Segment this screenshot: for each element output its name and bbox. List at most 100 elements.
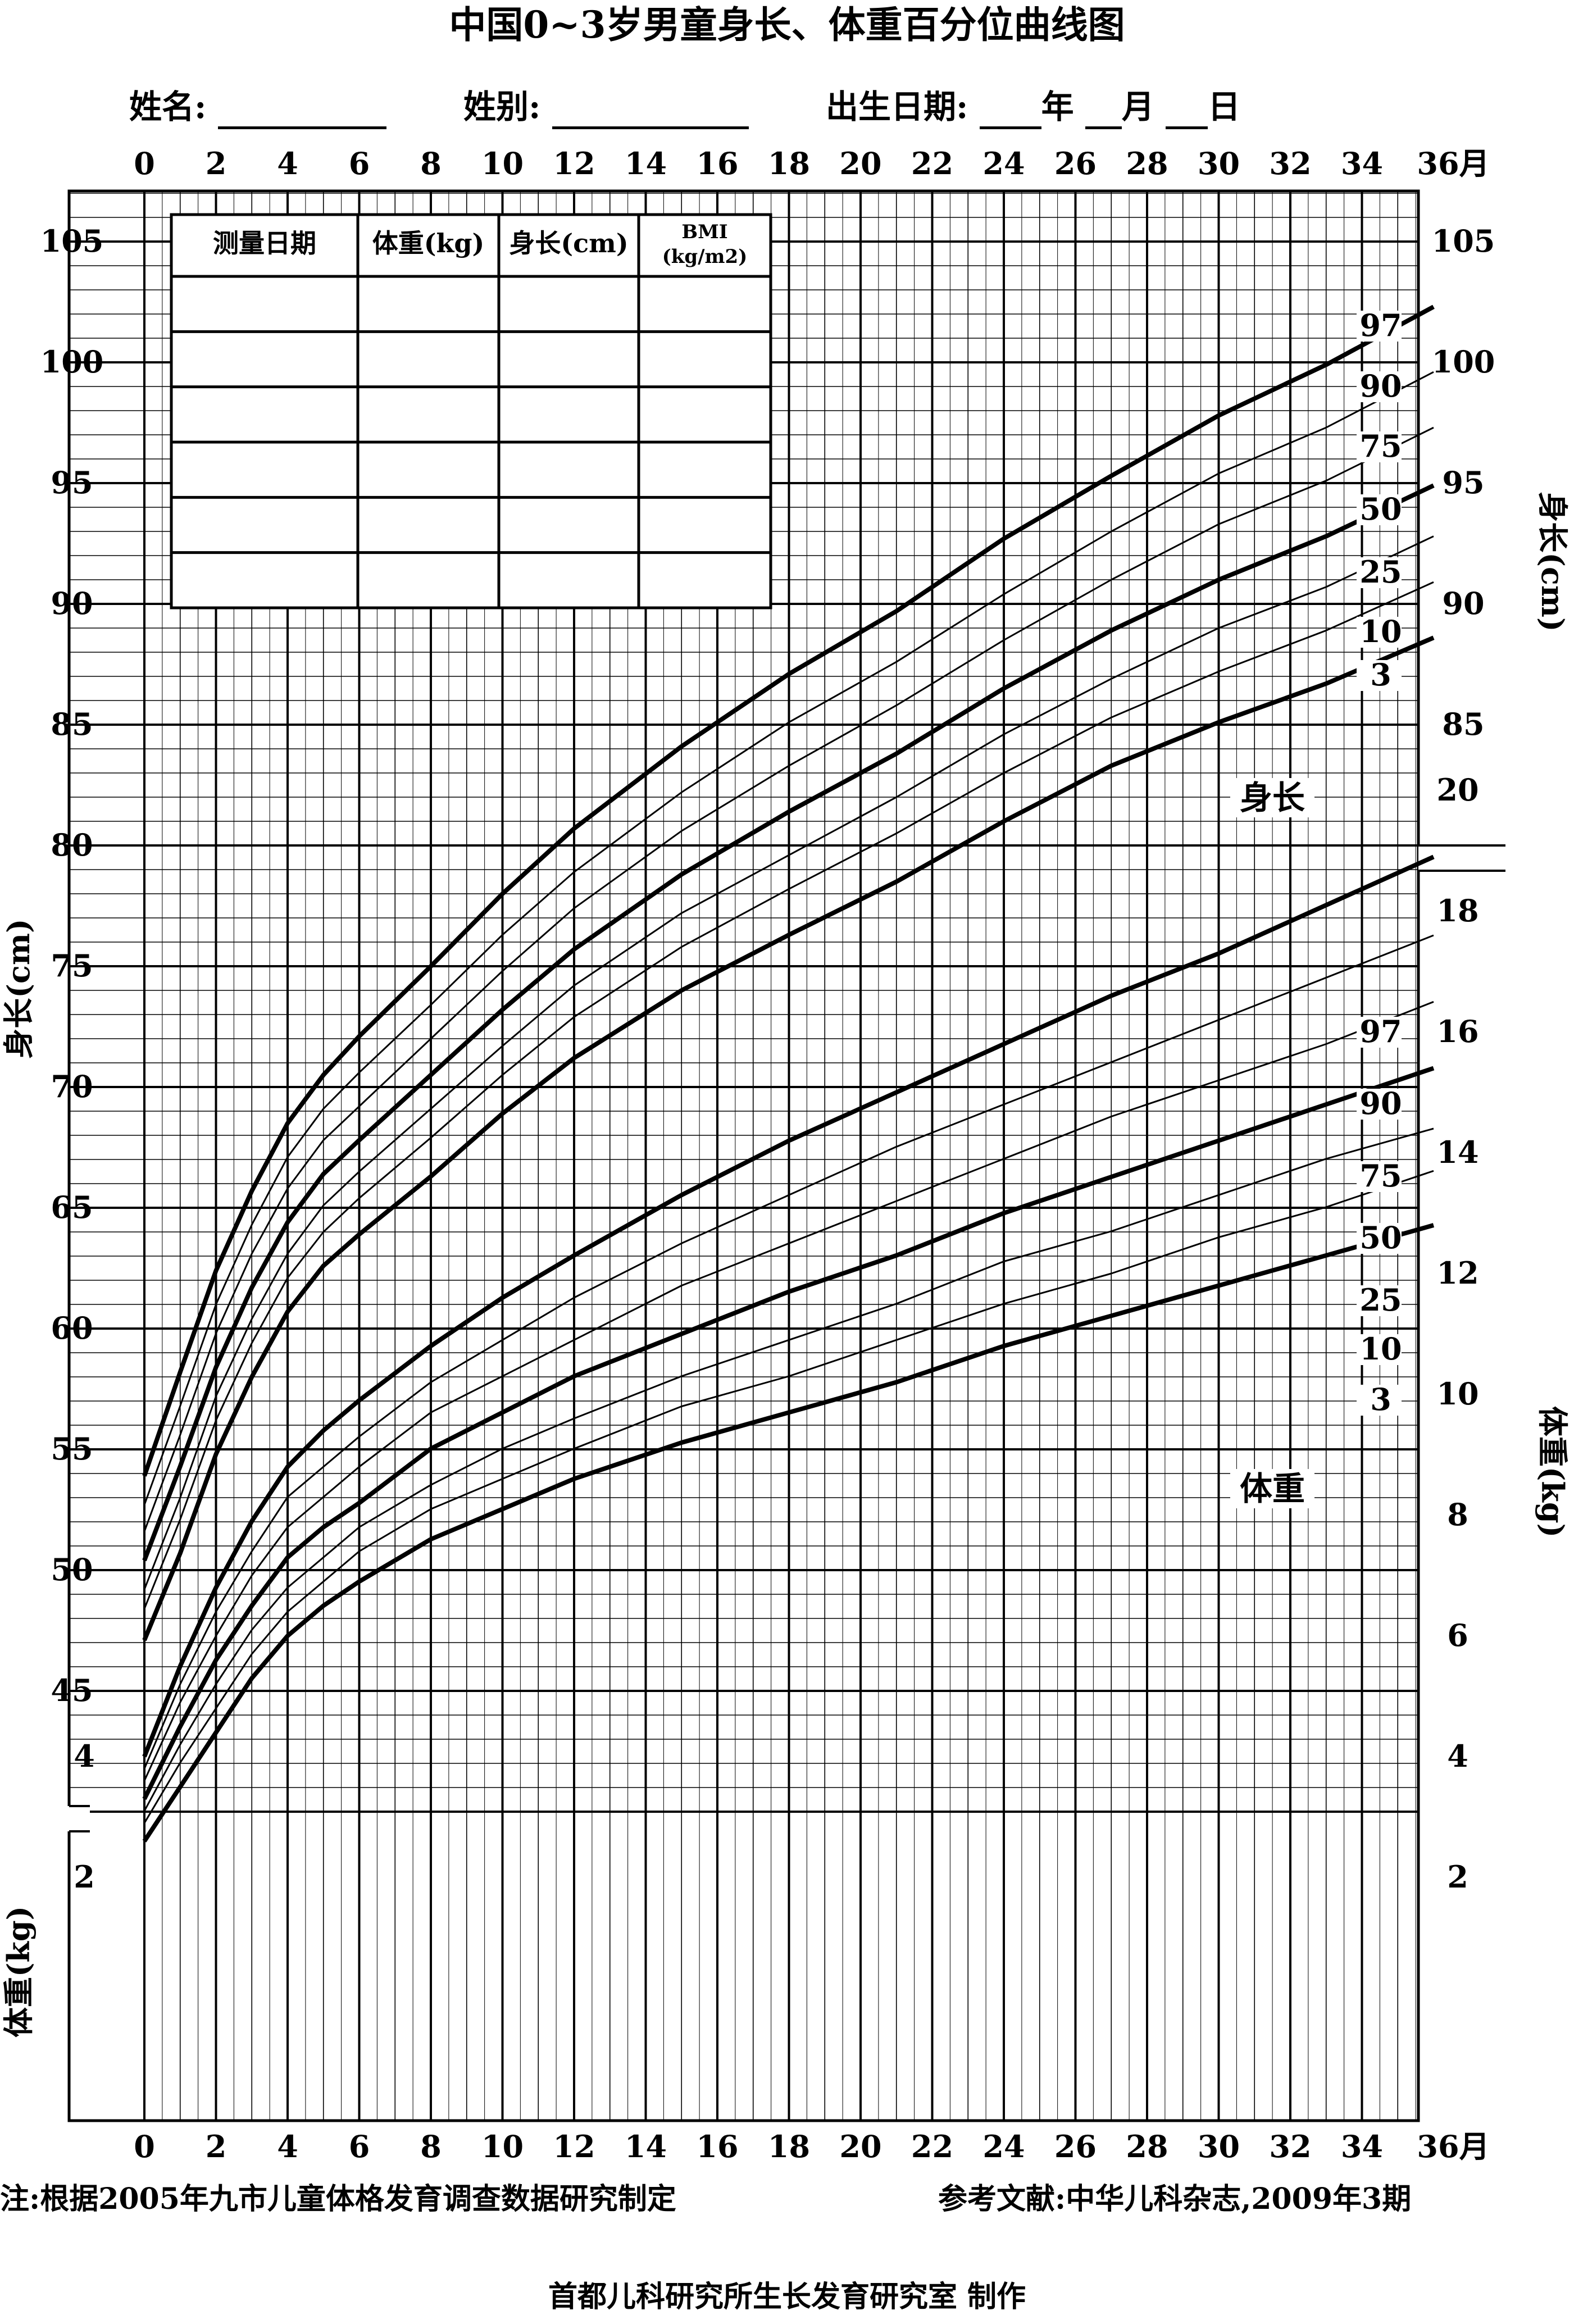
month-tick-bottom: 4 [277,2129,298,2164]
label-bg [1357,371,1402,402]
sex-blank[interactable] [552,98,749,129]
month-tick-bottom: 18 [768,2129,810,2164]
day-label: 日 [1208,88,1241,126]
height-label-p97: 97 [1359,307,1402,343]
weight-tick-right: 16 [1436,1013,1479,1049]
reference-note: 参考文献:中华儿科杂志,2009年3期 [938,2182,1412,2216]
record-col-date: 测量日期 [213,228,316,258]
sex-label: 姓别: [463,88,541,126]
month-tick-bottom: 32 [1269,2129,1311,2164]
month-tick-top: 14 [625,145,667,181]
height-axis-label-right: 身长(cm) [1535,492,1571,631]
month-tick-top: 26 [1054,145,1097,181]
month-tick-bottom: 26 [1054,2129,1097,2164]
height-tick-left: 105 [40,223,104,259]
month-tick-bottom: 2 [206,2129,227,2164]
weight-tick-right: 14 [1436,1134,1479,1170]
height-label-p50: 50 [1359,491,1402,527]
month-tick-bottom: 34 [1341,2129,1383,2164]
birthdate-field[interactable]: 出生日期: 年 月 日 [826,84,1240,129]
label-bg [1357,1017,1402,1048]
month-label: 月 [1121,88,1154,126]
label-bg [1357,311,1402,342]
height-tick-left: 50 [51,1552,93,1588]
month-tick-top: 32 [1269,145,1311,181]
month-tick-top: 28 [1126,145,1168,181]
birth-month-blank[interactable] [1085,98,1122,129]
weight-axis-label-left: 体重(kg) [1,1906,37,2038]
month-tick-top: 16 [696,145,738,181]
month-tick-top: 18 [768,145,810,181]
height-tick-right: 90 [1442,585,1484,621]
weight-curve-p3 [142,1223,1435,1843]
weight-curve-p97 [142,854,1435,1758]
weight-label-p50: 50 [1359,1220,1402,1256]
weight-tick-right: 6 [1447,1617,1468,1653]
weight-tick-right: 10 [1436,1376,1479,1412]
height-tick-left: 45 [51,1672,93,1708]
height-tick-left: 60 [51,1310,93,1346]
height-tick-left: 75 [51,948,93,984]
height-tick-left: 65 [51,1189,93,1225]
month-tick-top: 34 [1341,145,1383,181]
label-bg [1357,494,1402,525]
axis-ticks: 0022446688101012121414161618182020222224… [1,145,1571,2164]
height-tick-left: 100 [40,344,104,380]
height-axis-label-left: 身长(cm) [1,918,37,1058]
weight-label-p90: 90 [1359,1085,1402,1121]
sex-field[interactable]: 姓别: [463,84,749,129]
record-col-height: 身长(cm) [509,228,628,258]
month-tick-bottom: 14 [625,2129,667,2164]
month-tick-top: 8 [420,145,442,181]
weight-axis-label-right: 体重(kg) [1535,1406,1571,1538]
page-title: 中国0~3岁男童身长、体重百分位曲线图 [449,3,1125,47]
label-bg [1357,1285,1402,1316]
month-tick-bottom: 6 [349,2129,370,2164]
record-table-box [170,213,772,610]
month-tick-top: 0 [134,145,155,181]
record-col-bmi-unit: (kg/m2) [662,245,748,268]
birth-year-blank[interactable] [979,98,1041,129]
weight-label-p3: 3 [1370,1381,1391,1417]
weight-label-p75: 75 [1359,1158,1402,1194]
month-tick-top: 6 [349,145,370,181]
height-tick-left: 80 [51,827,93,863]
month-tick-bottom: 10 [481,2129,524,2164]
height-tick-left: 95 [51,465,93,501]
month-tick-bottom: 30 [1198,2129,1240,2164]
month-tick-top: 12 [553,145,595,181]
weight-curve-p10 [143,1170,1434,1824]
height-label-p10: 10 [1359,613,1402,649]
month-tick-top: 22 [911,145,953,181]
data-source-note: 注:根据2005年九市儿童体格发育调查数据研究制定 [0,2182,676,2216]
footer-note: 注:根据2005年九市儿童体格发育调查数据研究制定 参考文献:中华儿科杂志,20… [0,2174,1574,2225]
height-curve-p50 [142,483,1435,1562]
height-curve-p97 [142,304,1435,1477]
height-tick-right: 100 [1432,344,1495,380]
weight-label-p25: 25 [1359,1282,1402,1318]
height-curve-p3 [142,635,1435,1641]
month-tick-top: 4 [277,145,298,181]
weight-tick-right: 8 [1447,1497,1468,1532]
birth-day-blank[interactable] [1166,98,1208,129]
month-tick-bottom: 22 [911,2129,953,2164]
height-label-p3: 3 [1370,657,1391,693]
height-label-p75: 75 [1359,428,1402,464]
name-field[interactable]: 姓名: [129,84,386,129]
weight-curve-p90 [143,934,1434,1770]
month-tick-bottom: 36月 [1417,2129,1489,2164]
month-tick-top: 30 [1198,145,1240,181]
weight-curve-p50 [142,1066,1435,1800]
weight-label-p97: 97 [1359,1013,1402,1049]
weight-curve-p75 [143,1000,1434,1781]
maker-note: 首都儿科研究所生长发育研究室 制作 [548,2280,1026,2314]
label-bg [1357,617,1402,648]
height-tick-right: 95 [1442,465,1484,501]
birthdate-label: 出生日期: [826,88,968,126]
height-curve-p75 [143,426,1434,1532]
label-bg [1230,778,1314,817]
name-blank[interactable] [217,98,386,129]
month-tick-bottom: 0 [134,2129,155,2164]
weight-tick-right: 20 [1436,772,1479,808]
